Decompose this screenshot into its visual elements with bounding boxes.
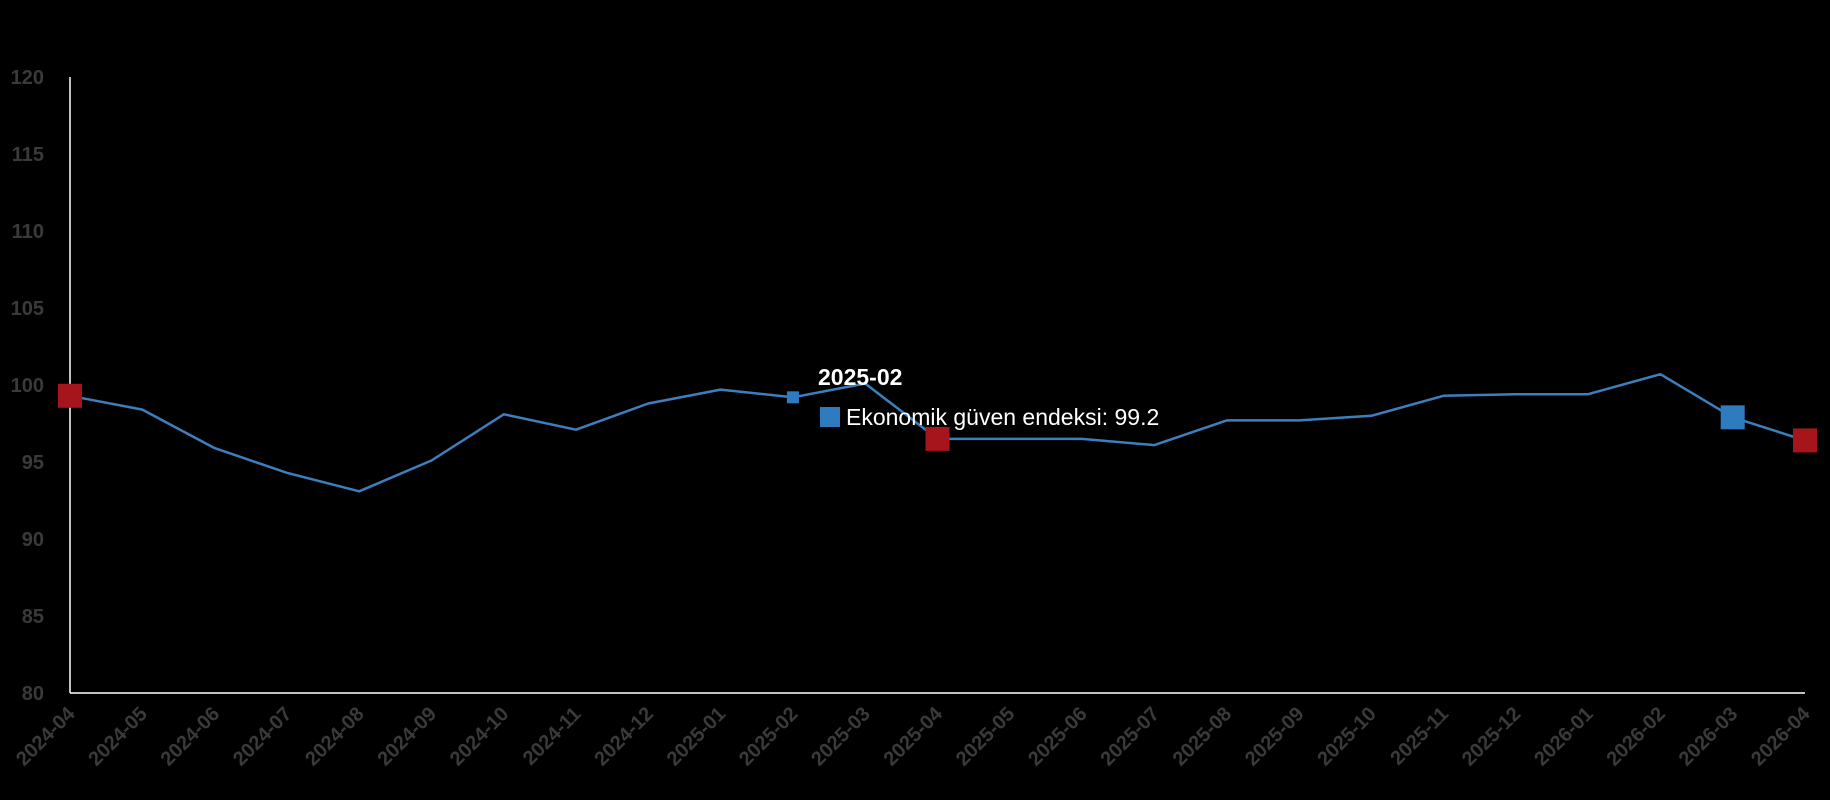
y-tick-label: 110	[12, 221, 44, 243]
marker-layer	[58, 383, 1817, 453]
y-tick-label: 100	[11, 375, 44, 397]
y-tick-label: 120	[11, 67, 44, 89]
x-tick-label: 2024-08	[301, 703, 368, 770]
x-tick-label: 2026-02	[1602, 703, 1669, 770]
y-tick-label: 115	[12, 144, 44, 166]
x-tick-label: 2026-03	[1675, 703, 1742, 770]
x-tick-label: 2024-07	[229, 703, 296, 770]
y-axis: 80 85 90 95 100 105 110 115 120	[11, 67, 71, 705]
y-tick-label: 90	[22, 529, 44, 551]
x-tick-label: 2025-03	[807, 703, 874, 770]
x-tick-label: 2026-04	[1747, 702, 1815, 770]
x-tick-label: 2025-09	[1241, 703, 1308, 770]
highlight-marker-red	[925, 426, 950, 451]
x-tick-label: 2024-12	[590, 703, 657, 770]
x-tick-label: 2025-06	[1024, 703, 1091, 770]
tooltip: 2025-02 Ekonomik güven endeksi: 99.2	[818, 364, 1159, 430]
x-tick-label: 2025-10	[1313, 703, 1380, 770]
y-tick-label: 95	[22, 452, 44, 474]
x-tick-label: 2024-06	[157, 703, 224, 770]
x-tick-label: 2025-02	[735, 703, 802, 770]
y-tick-label: 85	[22, 606, 44, 628]
x-tick-label: 2025-04	[880, 702, 948, 770]
x-tick-label: 2024-05	[84, 703, 151, 770]
tooltip-series-swatch	[820, 407, 840, 427]
hover-point-marker	[786, 391, 799, 404]
x-tick-label: 2024-04	[12, 702, 80, 770]
x-tick-label: 2024-09	[374, 703, 441, 770]
x-tick-label: 2025-07	[1096, 703, 1163, 770]
x-tick-label: 2025-01	[663, 703, 730, 770]
highlight-marker-red	[58, 383, 82, 408]
tooltip-title: 2025-02	[818, 364, 902, 390]
x-tick-label: 2025-08	[1169, 703, 1236, 770]
x-tick-label: 2025-05	[952, 703, 1019, 770]
x-tick-label: 2025-11	[1386, 703, 1453, 770]
highlight-marker-red	[1793, 428, 1817, 453]
highlight-marker-blue	[1720, 405, 1745, 430]
x-tick-label: 2026-01	[1530, 703, 1597, 770]
x-tick-label: 2024-11	[519, 703, 586, 770]
x-axis: 2024-04 2024-05 2024-06 2024-07 2024-08 2024-…	[12, 692, 1815, 770]
y-tick-label: 105	[11, 298, 44, 320]
y-tick-label: 80	[22, 683, 44, 705]
x-tick-label: 2024-10	[446, 703, 513, 770]
tooltip-series-value: Ekonomik güven endeksi: 99.2	[846, 404, 1159, 430]
x-tick-label: 2025-12	[1458, 703, 1525, 770]
